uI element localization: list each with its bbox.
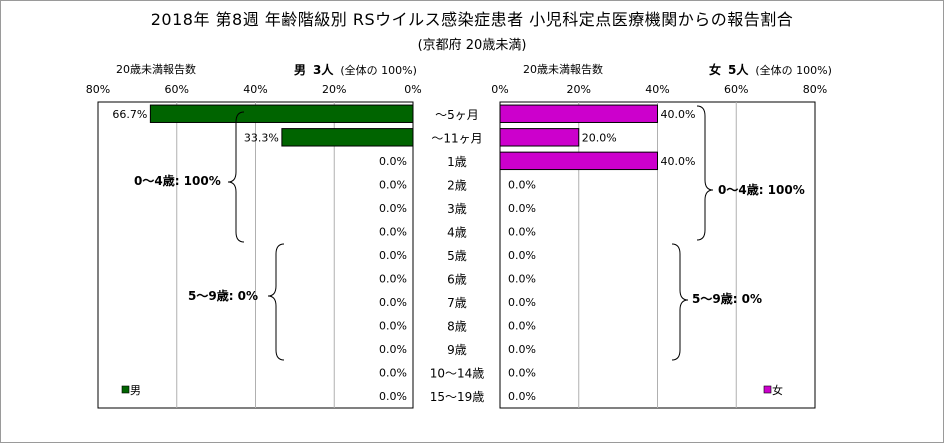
female-data-label: 0.0% [508, 320, 536, 333]
male-report-heading: 20歳未満報告数 [116, 63, 196, 76]
male-data-label: 0.0% [379, 343, 407, 356]
female-data-label: 0.0% [508, 343, 536, 356]
category-label: 5歳 [447, 249, 467, 263]
category-label: 6歳 [447, 273, 467, 287]
female-total-note: (全体の 100%) [755, 64, 832, 77]
female-data-label: 0.0% [508, 390, 536, 403]
male-data-label: 33.3% [244, 131, 279, 144]
male-plot-area: 0% 20% 40% 60% 80%66.7% 33.3% 0.0% 0.0% 0.0% 0.0%… [86, 83, 422, 409]
female-plot-area: 0% 20% 40% 60% 80% 40.0% 20.0% 40.0% 0.0% 0.0% 0.0… [491, 83, 827, 409]
female-data-label: 0.0% [508, 273, 536, 286]
male-data-label: 0.0% [379, 273, 407, 286]
male-brace-0-4 [227, 111, 245, 243]
male-brace-label-0-4: 0～4歳: 100% [134, 173, 221, 188]
female-x-tick-label: 60% [724, 83, 748, 96]
male-data-label: 0.0% [379, 320, 407, 333]
female-data-label: 0.0% [508, 296, 536, 309]
male-data-label: 0.0% [379, 296, 407, 309]
female-data-label: 0.0% [508, 202, 536, 215]
female-bar [499, 151, 658, 171]
female-x-tick-label: 0% [491, 83, 508, 96]
male-bar [281, 128, 414, 147]
category-label: 15～19歳 [430, 390, 485, 404]
female-data-label: 20.0% [582, 131, 617, 144]
female-sex-label: 女 [709, 63, 722, 77]
male-sex-label: 男 [294, 63, 307, 77]
category-label: 2歳 [447, 178, 467, 192]
male-data-label: 0.0% [379, 155, 407, 168]
female-legend-label: 女 [772, 383, 783, 397]
category-label: 8歳 [447, 320, 467, 334]
male-data-label: 0.0% [379, 202, 407, 215]
chart-title: 2018年 第8週 年齢階級別 RSウイルス感染症患者 小児科定点医療機関からの… [150, 10, 794, 29]
female-count-header: 女 5人 (全体の 100%) [709, 61, 832, 78]
male-legend-label: 男 [130, 384, 141, 397]
male-x-tick-label: 60% [165, 83, 189, 96]
male-data-label: 0.0% [379, 249, 407, 262]
female-data-label: 40.0% [661, 108, 696, 121]
female-brace-label-5-9: 5～9歳: 0% [692, 291, 762, 306]
chart-subtitle: (京都府 20歳未満) [417, 38, 527, 53]
female-brace-label-0-4: 0～4歳: 100% [718, 182, 805, 197]
category-label: 1歳 [447, 155, 467, 169]
male-data-label: 0.0% [379, 367, 407, 380]
female-report-heading: 20歳未満報告数 [523, 63, 603, 76]
female-data-label: 0.0% [508, 249, 536, 262]
female-legend-swatch [763, 385, 772, 394]
male-count-header: 男 3人 (全体の 100%) [294, 61, 417, 78]
male-brace-label-5-9: 5～9歳: 0% [188, 288, 258, 303]
female-x-tick-label: 40% [645, 83, 669, 96]
female-brace-5-9 [671, 243, 689, 361]
category-label: 4歳 [447, 225, 467, 239]
category-label: ～11ヶ月 [431, 131, 482, 145]
female-data-label: 0.0% [508, 367, 536, 380]
category-label: 7歳 [447, 296, 467, 310]
female-brace-0-4 [696, 105, 714, 241]
category-label: 9歳 [447, 343, 467, 357]
female-data-label: 0.0% [508, 178, 536, 191]
female-count-label: 5人 [728, 63, 749, 77]
male-data-label: 0.0% [379, 178, 407, 191]
female-x-tick-label: 80% [803, 83, 827, 96]
female-data-label: 0.0% [508, 225, 536, 238]
male-bar [149, 104, 414, 123]
male-x-tick-label: 80% [86, 83, 110, 96]
male-brace-5-9 [267, 243, 285, 361]
male-x-tick-label: 20% [322, 83, 346, 96]
male-x-tick-label: 0% [404, 83, 421, 96]
category-label: 10～14歳 [430, 367, 485, 381]
male-data-label: 0.0% [379, 390, 407, 403]
female-bar [499, 104, 658, 123]
male-total-note: (全体の 100%) [340, 64, 417, 77]
male-legend-swatch [121, 385, 130, 394]
category-labels: ～5ヶ月 ～11ヶ月 1歳 2歳 3歳 4歳 5歳 6歳 7歳 8歳 9歳 10～14歳 15～19歳 [430, 108, 485, 404]
female-data-label: 40.0% [661, 155, 696, 168]
female-x-tick-label: 20% [567, 83, 591, 96]
category-label: 3歳 [447, 202, 467, 216]
male-data-label: 0.0% [379, 225, 407, 238]
male-x-tick-label: 40% [243, 83, 267, 96]
female-bar [499, 128, 580, 147]
category-label: ～5ヶ月 [435, 108, 479, 122]
male-data-label: 66.7% [112, 108, 147, 121]
male-count-label: 3人 [313, 63, 334, 77]
